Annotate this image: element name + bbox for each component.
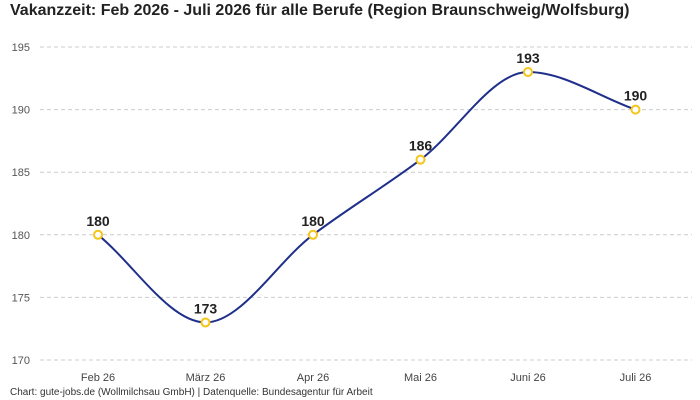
data-point <box>200 317 211 328</box>
y-tick-label: 170 <box>12 355 30 367</box>
data-point <box>415 154 426 165</box>
x-tick-label: Feb 26 <box>81 372 115 384</box>
data-label: 173 <box>194 300 218 316</box>
data-label: 190 <box>624 88 648 104</box>
data-labels: 180 173 180 186 193 190 <box>86 50 647 316</box>
x-tick-label: Juni 26 <box>510 372 545 384</box>
x-tick-label: Juli 26 <box>620 372 652 384</box>
x-axis-ticks: Feb 26 März 26 Apr 26 Mai 26 Juni 26 Juli 26 <box>81 372 652 384</box>
data-point <box>630 104 641 115</box>
chart-title: Vakanzzeit: Feb 2026 - Juli 2026 für all… <box>10 2 630 19</box>
y-tick-label: 175 <box>12 292 30 304</box>
data-label: 180 <box>86 213 110 229</box>
data-point <box>308 229 318 240</box>
x-tick-label: Mai 26 <box>404 372 437 384</box>
y-tick-label: 195 <box>12 42 30 54</box>
x-tick-label: Apr 26 <box>297 372 329 384</box>
data-points <box>93 67 641 328</box>
data-label: 193 <box>516 50 540 66</box>
y-tick-label: 190 <box>12 105 30 117</box>
data-label: 186 <box>409 138 433 154</box>
data-point <box>93 229 103 240</box>
chart-source: Chart: gute-jobs.de (Wollmilchsau GmbH) … <box>10 387 373 398</box>
data-label: 180 <box>301 213 325 229</box>
y-axis-ticks: 170 175 180 185 190 195 <box>12 42 30 367</box>
y-tick-label: 185 <box>12 167 30 179</box>
data-point <box>523 67 533 78</box>
x-tick-label: März 26 <box>186 372 226 384</box>
y-grid <box>40 46 692 361</box>
y-tick-label: 180 <box>12 230 30 242</box>
